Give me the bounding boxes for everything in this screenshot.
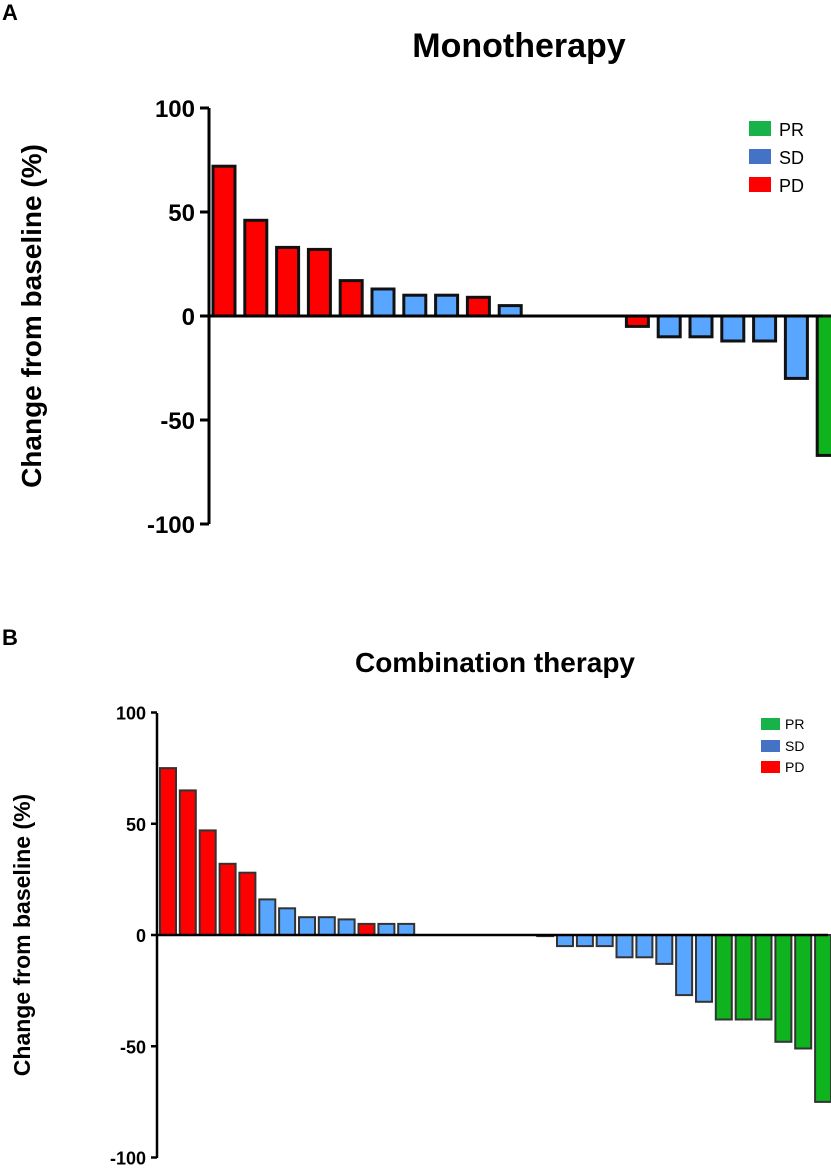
- panel-b-bar-28-pr: [814, 934, 831, 1103]
- panel-a-bar-15-sd: [752, 314, 778, 343]
- panel-b-title: Combination therapy: [355, 647, 635, 678]
- panel-b-bar-20-sd: [655, 934, 674, 965]
- panel-a-y-axis-label: Change from baseline (%): [16, 144, 47, 488]
- panel-a-y-tick-label-3: -50: [160, 408, 195, 435]
- panel-b-y-tick-label-2: 0: [136, 926, 146, 946]
- panel-b-bar-17-sd: [595, 934, 614, 948]
- panel-a-letter: A: [2, 0, 18, 25]
- panel-a-legend-label-pr: PR: [779, 120, 804, 140]
- panel-a-bar-16-sd: [783, 314, 809, 380]
- panel-b-combination-therapy: B Combination therapy Change from baseli…: [2, 625, 831, 1169]
- panel-b-bars: [159, 767, 831, 1103]
- panel-b-bar-9-sd: [317, 916, 336, 937]
- panel-b-bar-16-sd: [575, 934, 594, 948]
- panel-a-legend-label-pd: PD: [779, 176, 804, 196]
- panel-b-bar-27-pr: [794, 934, 813, 1050]
- panel-b-bar-25-pr: [754, 934, 773, 1021]
- panel-a-legend: PR SD PD: [749, 120, 804, 196]
- panel-a-bar-5-pd: [338, 279, 364, 318]
- panel-b-bar-7-sd: [278, 907, 297, 936]
- panel-a-y-tick-label-4: -100: [147, 512, 195, 539]
- panel-a-bar-8-sd: [434, 293, 460, 318]
- panel-a-bar-2-pd: [243, 218, 269, 318]
- panel-a-bar-10-sd: [497, 304, 523, 318]
- panel-b-bar-19-sd: [635, 934, 654, 959]
- panel-b-y-axis-label: Change from baseline (%): [9, 794, 35, 1076]
- panel-a-bar-9-pd: [465, 295, 491, 318]
- panel-a-y-tick-label-0: 100: [155, 96, 195, 123]
- panel-a-y-tick-label-1: 50: [168, 200, 195, 227]
- panel-a-legend-swatch-pr: [749, 121, 771, 136]
- panel-b-legend-label-pr: PR: [785, 716, 804, 732]
- panel-b-y-tick-label-4: -100: [110, 1149, 146, 1169]
- panel-a-bar-14-sd: [720, 314, 746, 343]
- panel-b-letter: B: [2, 625, 18, 650]
- panel-b-bar-15-sd: [556, 934, 574, 948]
- panel-b-bar-22-sd: [695, 934, 713, 1003]
- panel-b-y-tick-label-1: 50: [126, 815, 146, 835]
- panel-b-bar-11-pd: [357, 922, 376, 937]
- panel-b-y-ticks: 100 50 0 -50 -100: [110, 704, 157, 1169]
- panel-a-monotherapy: A Monotherapy Change from baseline (%) 1…: [2, 0, 831, 539]
- panel-b-bar-18-sd: [615, 934, 634, 959]
- panel-b-bar-1-pd: [159, 767, 177, 936]
- panel-a-bar-11-pd: [624, 314, 650, 328]
- panel-b-bar-4-pd: [218, 862, 237, 936]
- panel-b-bar-6-sd: [258, 898, 277, 937]
- panel-b-bar-12-sd: [377, 922, 396, 937]
- panel-a-legend-label-sd: SD: [779, 148, 804, 168]
- panel-a-bar-17-pr: [815, 314, 831, 457]
- panel-b-bar-24-pr: [734, 934, 753, 1021]
- panel-b-legend: PR SD PD: [761, 716, 804, 775]
- panel-b-bar-26-pr: [774, 934, 793, 1043]
- panel-a-bars: [211, 164, 831, 457]
- panel-a-bar-12-sd: [656, 314, 682, 339]
- panel-b-legend-label-sd: SD: [785, 738, 804, 754]
- panel-b-bar-3-pd: [198, 829, 217, 937]
- panel-a-bar-1-pd: [211, 164, 237, 318]
- panel-b-y-tick-label-0: 100: [116, 704, 146, 724]
- panel-a-title: Monotherapy: [412, 27, 626, 65]
- panel-b-bar-10-sd: [337, 918, 356, 937]
- panel-b-bar-23-pr: [714, 934, 733, 1021]
- panel-a-bar-4-pd: [306, 247, 332, 318]
- panel-b-legend-swatch-pd: [761, 761, 780, 773]
- panel-a-legend-swatch-sd: [749, 149, 771, 164]
- panel-b-legend-swatch-pr: [761, 718, 780, 730]
- panel-b-bar-5-pd: [238, 871, 257, 937]
- panel-a-bar-3-pd: [275, 245, 301, 318]
- panel-a-y-ticks: 100 50 0 -50 -100: [147, 96, 209, 539]
- panel-b-bar-21-sd: [675, 934, 694, 997]
- panel-b-bar-13-sd: [397, 922, 416, 937]
- panel-a-bar-6-sd: [370, 287, 396, 318]
- panel-b-y-tick-label-3: -50: [120, 1037, 146, 1057]
- panel-a-legend-swatch-pd: [749, 177, 771, 192]
- panel-b-bar-8-sd: [298, 916, 316, 937]
- panel-b-legend-label-pd: PD: [785, 759, 804, 775]
- panel-a-y-tick-label-2: 0: [182, 304, 195, 331]
- panel-a-bar-7-sd: [402, 293, 428, 318]
- panel-b-legend-swatch-sd: [761, 740, 780, 752]
- panel-b-bar-2-pd: [178, 789, 197, 937]
- panel-a-bar-13-sd: [688, 314, 714, 339]
